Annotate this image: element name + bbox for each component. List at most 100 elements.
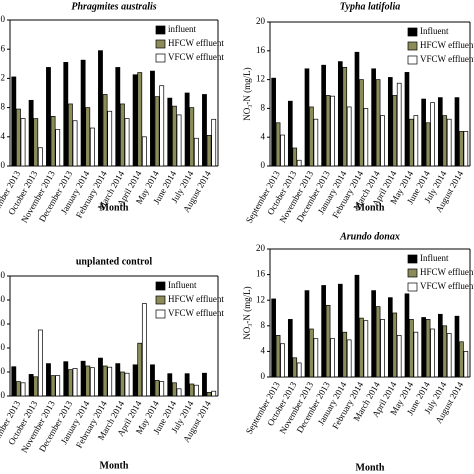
bar — [313, 118, 319, 167]
bar — [137, 342, 143, 397]
bar — [446, 333, 452, 378]
bar — [296, 362, 302, 378]
bar — [80, 59, 86, 167]
bar — [413, 331, 419, 378]
y-tick-label: 40 — [0, 294, 6, 304]
legend-swatch — [155, 295, 166, 305]
bar — [280, 343, 285, 378]
bar — [287, 319, 293, 378]
y-tick-label: 0 — [1, 160, 6, 170]
bar — [37, 329, 43, 397]
bar — [80, 360, 86, 397]
bar — [124, 118, 130, 167]
bar — [85, 365, 91, 397]
y-tick-label: 0 — [261, 371, 266, 381]
bar — [20, 382, 26, 397]
bar — [211, 390, 217, 397]
bar — [189, 107, 195, 167]
bar — [11, 366, 17, 397]
legend-swatch — [407, 254, 418, 264]
bar — [337, 283, 343, 378]
bar — [325, 95, 331, 167]
bar — [141, 136, 147, 167]
bar — [392, 312, 398, 378]
chart-title: Phragmites australis — [71, 1, 156, 12]
y-tick-label: 12 — [0, 72, 5, 82]
bar — [150, 70, 155, 167]
bar — [107, 110, 113, 167]
bar — [287, 100, 293, 167]
bar — [346, 339, 352, 378]
y-tick-label: 8 — [261, 102, 266, 112]
bar — [380, 319, 385, 378]
legend-label: Influent — [420, 253, 449, 263]
y-tick-label: 16 — [256, 45, 266, 55]
bar — [425, 319, 431, 378]
bar — [430, 328, 435, 378]
bar — [124, 372, 130, 397]
bar — [275, 122, 281, 167]
bar — [176, 388, 182, 397]
bar — [387, 77, 393, 167]
bar — [321, 64, 326, 167]
y-tick-label: 4 — [1, 131, 6, 141]
bar — [454, 315, 460, 378]
bar — [280, 134, 285, 167]
bar — [413, 115, 419, 167]
bar — [102, 365, 108, 397]
bar — [33, 118, 39, 167]
y-tick-label: 10 — [0, 366, 6, 376]
legend-label: Influent — [168, 280, 197, 290]
legend-label: HFCW effluent — [168, 294, 224, 304]
bar — [107, 366, 113, 397]
bar — [442, 115, 448, 167]
y-tick-label: 20 — [256, 16, 266, 26]
bar — [342, 331, 348, 378]
bar — [275, 335, 281, 378]
bar — [442, 325, 448, 378]
bar — [313, 338, 319, 378]
bar — [172, 105, 177, 167]
bar — [154, 96, 160, 167]
bar — [50, 116, 56, 167]
legend-swatch — [155, 309, 166, 319]
y-tick-label: 20 — [0, 14, 6, 24]
bar — [309, 106, 314, 167]
bar — [380, 115, 385, 167]
bar — [193, 137, 199, 167]
bar — [167, 97, 173, 167]
bar — [72, 120, 78, 167]
y-tick-label: 12 — [256, 294, 265, 304]
bar — [459, 341, 464, 378]
y-tick-label: 12 — [256, 74, 265, 84]
legend-label: influent — [168, 24, 196, 34]
bar — [354, 51, 360, 167]
y-tick-label: 20 — [0, 342, 6, 352]
bar — [309, 328, 314, 378]
bar — [454, 97, 460, 167]
bar — [375, 306, 381, 378]
bar — [371, 290, 376, 378]
chart-title: Typha latifolia — [340, 1, 400, 12]
bar — [89, 127, 95, 167]
bar — [132, 364, 138, 397]
chart-title: Arundo donax — [339, 231, 400, 242]
bar — [89, 367, 95, 397]
y-tick-label: 50 — [0, 270, 6, 280]
bar — [98, 357, 103, 397]
bar — [102, 94, 108, 167]
y-tick-label: 20 — [256, 243, 266, 253]
bar — [28, 99, 34, 167]
bar — [346, 106, 352, 167]
x-axis-label: Month — [356, 462, 385, 473]
bar — [409, 319, 414, 378]
bar — [459, 131, 464, 167]
bar — [202, 372, 207, 397]
bar — [354, 274, 360, 378]
legend-label: VFCW effluent — [168, 308, 224, 318]
bar — [184, 92, 190, 167]
bar — [55, 129, 61, 167]
legend-label: HFCW effluent — [168, 38, 224, 48]
bar — [211, 118, 217, 167]
